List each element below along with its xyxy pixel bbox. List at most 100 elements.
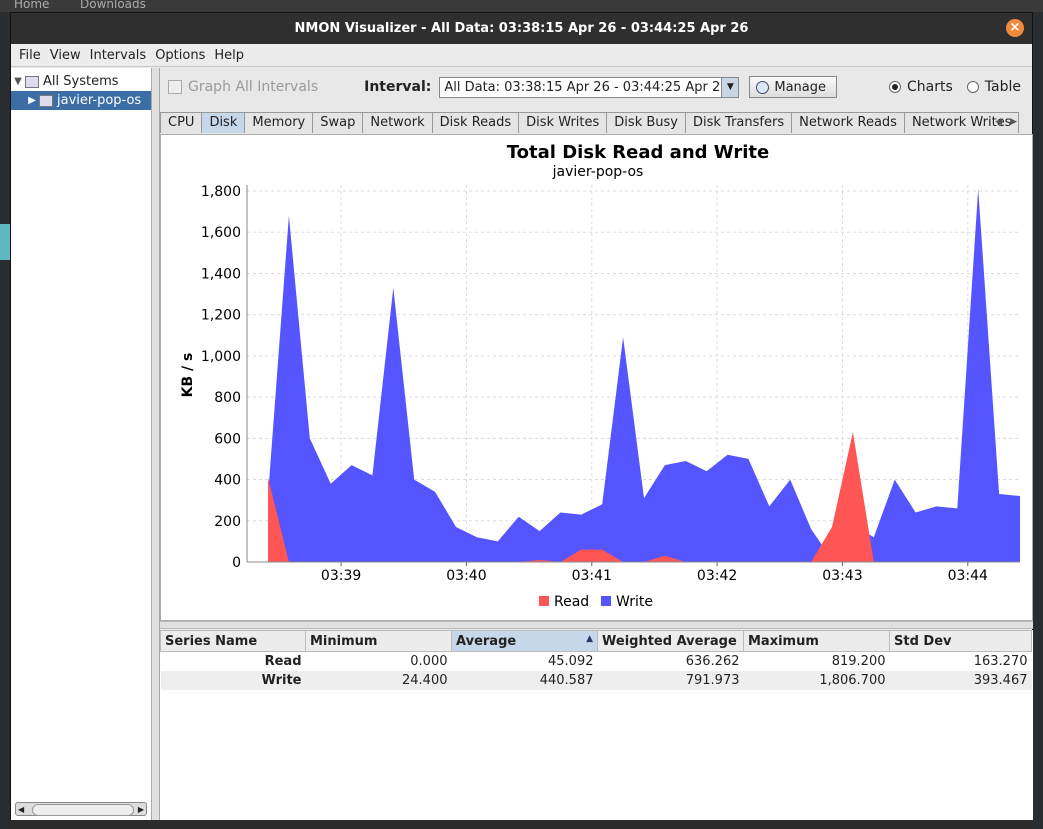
y-tick-label: 800 — [214, 390, 241, 406]
table-label: Table — [984, 79, 1021, 95]
desktop-left-edge — [0, 12, 10, 829]
table-row[interactable]: Write 24.400 440.587 791.973 1,806.700 3… — [160, 671, 1032, 690]
row-weighted-average: 636.262 — [685, 654, 740, 669]
tab-network[interactable]: Network — [362, 112, 433, 133]
interval-select[interactable]: All Data: 03:38:15 Apr 26 - 03:44:25 Apr… — [439, 76, 740, 98]
col-maximum[interactable]: Maximum — [743, 630, 890, 652]
tab-disk-transfers[interactable]: Disk Transfers — [684, 112, 793, 133]
col-minimum[interactable]: Minimum — [305, 630, 452, 652]
expand-icon[interactable]: ▶ — [28, 95, 36, 106]
manage-label: Manage — [774, 79, 826, 95]
legend-swatch-read — [539, 596, 549, 606]
row-minimum: 0.000 — [410, 654, 448, 669]
stats-header-row: Series Name Minimum Average ▲ Weighted A… — [160, 630, 1032, 652]
series-area-write — [268, 188, 1020, 562]
y-tick-label: 1,600 — [201, 225, 241, 241]
tab-disk[interactable]: Disk — [201, 112, 246, 133]
chart-tabs: CPU Disk Memory Swap Network Disk Reads … — [160, 111, 1033, 133]
tree-child-label: javier-pop-os — [57, 93, 142, 108]
nmon-window: NMON Visualizer - All Data: 03:38:15 Apr… — [10, 12, 1033, 820]
table-row[interactable]: Read 0.000 45.092 636.262 819.200 163.27… — [161, 652, 1032, 672]
y-tick-label: 1,000 — [201, 349, 241, 365]
x-tick-label: 03:42 — [697, 568, 737, 584]
menu-file[interactable]: File — [19, 47, 41, 63]
row-average: 440.587 — [451, 671, 598, 690]
row-average: 45.092 — [548, 654, 594, 669]
x-tick-label: 03:41 — [572, 568, 612, 584]
tree-item-javier-pop-os[interactable]: ▶ javier-pop-os — [11, 91, 151, 110]
x-tick-label: 03:39 — [321, 568, 361, 584]
col-average[interactable]: Average ▲ — [451, 630, 598, 652]
series-areas — [268, 188, 1020, 562]
legend: Read Write — [539, 594, 653, 610]
col-weighted-average[interactable]: Weighted Average — [597, 630, 744, 652]
row-series-name: Write — [160, 671, 306, 690]
desktop-tab-downloads[interactable]: Downloads — [80, 0, 146, 11]
y-tick-label: 400 — [214, 473, 241, 489]
tab-disk-busy[interactable]: Disk Busy — [606, 112, 686, 133]
axes: 0 200 400 600 800 1,000 1,200 1,400 1,600 1,800 03… — [201, 184, 1020, 584]
stats-table: Series Name Minimum Average ▲ Weighted A… — [160, 630, 1032, 690]
x-tick-label: 03:40 — [446, 568, 486, 584]
x-tick-label: 03:44 — [948, 568, 988, 584]
chart-title: Total Disk Read and Write — [507, 142, 769, 163]
scroll-thumb[interactable] — [32, 804, 134, 816]
row-maximum: 819.200 — [831, 654, 886, 669]
manage-button[interactable]: Manage — [749, 76, 837, 98]
y-axis-label: KB / s — [180, 353, 196, 398]
tab-swap[interactable]: Swap — [312, 112, 364, 133]
scroll-left-icon[interactable]: ◀ — [18, 804, 25, 814]
chevron-down-icon[interactable]: ▼ — [721, 77, 739, 97]
chart-panel: Total Disk Read and Write javier-pop-os … — [160, 134, 1033, 621]
table-radio-option[interactable]: Table — [966, 79, 1021, 95]
tab-network-reads[interactable]: Network Reads — [791, 112, 905, 133]
menu-bar: File View Intervals Options Help — [11, 44, 1032, 67]
desktop-accent — [0, 224, 10, 260]
menu-view[interactable]: View — [49, 47, 81, 63]
tab-scroll-arrows-icon[interactable]: ◀▶ — [995, 117, 1025, 127]
graph-all-checkbox[interactable] — [168, 80, 182, 94]
y-tick-label: 1,200 — [201, 308, 241, 324]
menu-help[interactable]: Help — [214, 47, 244, 63]
desktop-tab-bar: Home Downloads — [0, 0, 1043, 12]
collapse-icon[interactable]: ▼ — [14, 76, 22, 87]
title-bar: NMON Visualizer - All Data: 03:38:15 Apr… — [11, 13, 1032, 44]
tab-disk-writes[interactable]: Disk Writes — [518, 112, 608, 133]
tab-cpu[interactable]: CPU — [160, 112, 203, 133]
desktop-tab-home[interactable]: Home — [14, 0, 50, 11]
scroll-right-icon[interactable]: ▶ — [137, 804, 144, 814]
tree-root-label: All Systems — [43, 74, 119, 89]
desktop-right-edge — [1031, 12, 1043, 829]
charts-radio[interactable] — [889, 81, 901, 93]
interval-controls: Graph All Intervals Interval: All Data: … — [160, 68, 1033, 106]
menu-intervals[interactable]: Intervals — [89, 47, 147, 63]
table-radio[interactable] — [966, 81, 979, 93]
stats-table-panel: Series Name Minimum Average ▲ Weighted A… — [160, 630, 1033, 820]
tree-horizontal-scrollbar[interactable]: ◀ ▶ — [15, 802, 147, 816]
window-title: NMON Visualizer - All Data: 03:38:15 Apr… — [294, 21, 749, 36]
row-minimum: 24.400 — [305, 671, 452, 690]
tab-network-writes[interactable]: Network Writes — [903, 112, 1020, 133]
charts-label: Charts — [907, 79, 953, 95]
row-series-name: Read — [264, 654, 302, 669]
interval-label: Interval: — [364, 79, 432, 95]
main-panel: Graph All Intervals Interval: All Data: … — [160, 68, 1033, 820]
systems-icon — [25, 75, 39, 88]
col-std-dev[interactable]: Std Dev — [889, 630, 1032, 652]
chart-subtitle: javier-pop-os — [552, 164, 644, 180]
horizontal-splitter[interactable] — [160, 621, 1033, 629]
computer-icon — [39, 94, 53, 107]
vertical-splitter[interactable] — [152, 68, 160, 820]
charts-radio-option[interactable]: Charts — [889, 79, 953, 95]
legend-label-write: Write — [616, 594, 653, 610]
col-series-name[interactable]: Series Name — [160, 630, 306, 652]
sort-ascending-icon: ▲ — [586, 633, 593, 644]
tree-item-all-systems[interactable]: ▼ All Systems — [11, 72, 151, 91]
close-icon[interactable]: × — [1006, 19, 1024, 37]
row-std-dev: 163.270 — [973, 654, 1028, 669]
x-tick-label: 03:43 — [822, 568, 862, 584]
tab-memory[interactable]: Memory — [244, 112, 314, 133]
y-tick-label: 1,400 — [201, 266, 241, 282]
tab-disk-reads[interactable]: Disk Reads — [431, 112, 520, 133]
menu-options[interactable]: Options — [155, 47, 206, 63]
